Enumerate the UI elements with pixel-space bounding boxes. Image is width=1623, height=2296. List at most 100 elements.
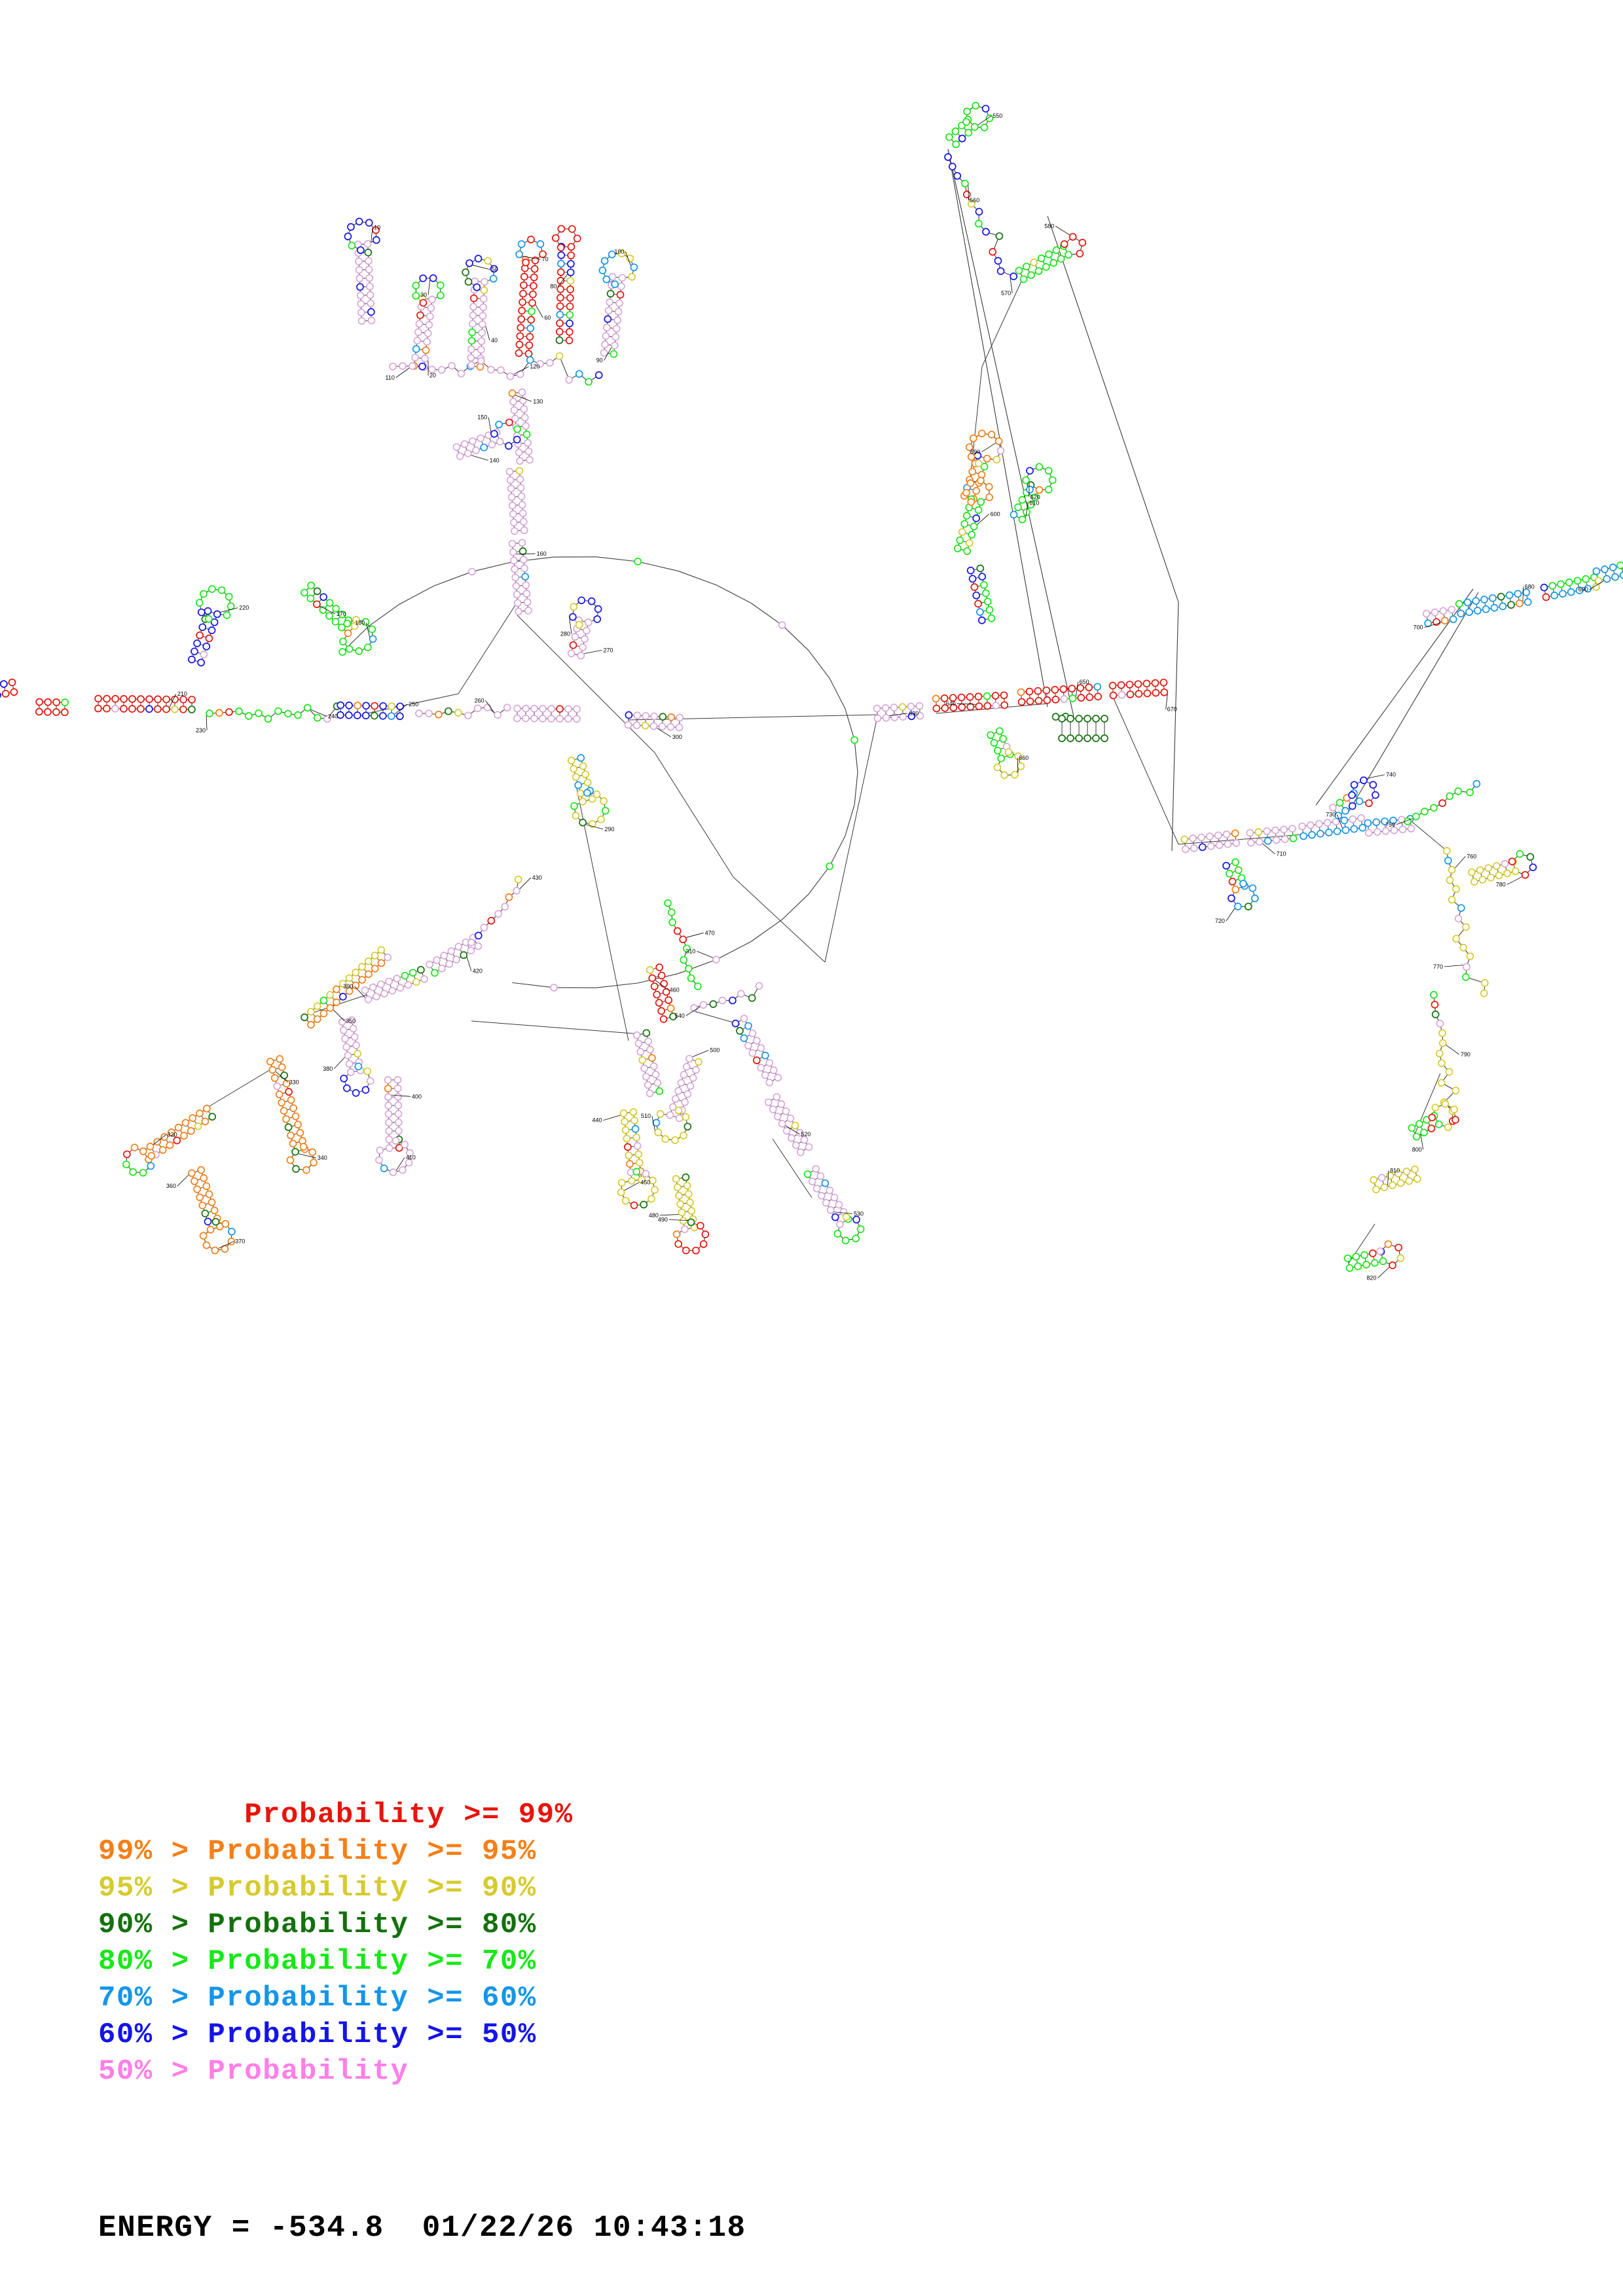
- nucleotide: [1482, 605, 1490, 613]
- nucleotide: [1350, 825, 1359, 833]
- nucleotide: [575, 620, 583, 629]
- nucleotide: [997, 754, 1005, 762]
- nucleotide: [204, 615, 213, 623]
- nucleotide: [514, 875, 522, 884]
- nucleotide: [487, 365, 495, 374]
- nucleotide: [1455, 600, 1463, 608]
- nucleotide: [467, 353, 475, 362]
- nucleotide: [598, 266, 607, 275]
- nucleotide: [977, 476, 985, 485]
- nucleotide: [162, 695, 170, 704]
- nucleotide: [584, 619, 593, 626]
- nucleotide: [1548, 582, 1557, 590]
- nucleotide: [1246, 829, 1254, 837]
- nucleotide: [1448, 895, 1456, 904]
- nucleotide: [709, 1000, 718, 1008]
- nucleotide: [648, 1054, 656, 1062]
- nucleotide: [611, 280, 619, 289]
- nucleotide: [1109, 691, 1118, 700]
- nucleotide: [352, 616, 360, 624]
- nucleotide: [976, 564, 985, 573]
- nucleotide: [462, 268, 469, 276]
- nucleotide: [196, 1193, 204, 1202]
- position-label: 340: [318, 1155, 327, 1161]
- nucleotide: [961, 179, 969, 188]
- nucleotide: [225, 592, 233, 601]
- nucleotide: [557, 260, 565, 268]
- nucleotide: [1389, 1181, 1396, 1189]
- nucleotide: [686, 1198, 694, 1207]
- nucleotide: [624, 721, 632, 729]
- nucleotide: [567, 757, 575, 764]
- nucleotide: [508, 501, 517, 510]
- nucleotide: [440, 952, 448, 960]
- nucleotide: [556, 705, 564, 713]
- nucleotide: [394, 1101, 403, 1109]
- nucleotide: [1431, 1001, 1439, 1009]
- nucleotide: [1207, 842, 1215, 850]
- nucleotide: [445, 960, 453, 968]
- nucleotide: [977, 497, 985, 506]
- nucleotide: [364, 996, 373, 1003]
- nucleotide: [651, 1186, 659, 1194]
- nucleotide: [662, 988, 670, 996]
- nucleotide: [757, 1064, 765, 1072]
- nucleotide: [687, 974, 695, 982]
- nucleotide: [641, 721, 649, 730]
- nucleotide: [480, 924, 488, 932]
- nucleotide: [1, 689, 10, 698]
- nucleotide: [354, 1062, 363, 1071]
- nucleotide: [344, 1051, 352, 1060]
- position-label: 730: [1326, 811, 1336, 817]
- nucleotide: [574, 781, 583, 789]
- nucleotide: [740, 1014, 748, 1023]
- nucleotide: [666, 1111, 674, 1119]
- position-label: 310: [685, 948, 695, 954]
- position-label: 650: [1080, 679, 1089, 685]
- nucleotide: [198, 623, 207, 632]
- nucleotide: [356, 246, 365, 255]
- nucleotide: [516, 332, 524, 340]
- nucleotide: [1436, 1020, 1444, 1028]
- nucleotide: [505, 442, 513, 450]
- legend-row-2: 95% > Probability >= 90%: [98, 1872, 537, 1905]
- nucleotide: [333, 985, 340, 994]
- nucleotide: [513, 590, 521, 599]
- nucleotide: [313, 1002, 321, 1011]
- nucleotide: [517, 492, 526, 501]
- nucleotide: [932, 704, 941, 713]
- nucleotide: [1215, 841, 1224, 850]
- nucleotide: [539, 705, 547, 713]
- nucleotide: [266, 1058, 274, 1066]
- nucleotide: [692, 1246, 700, 1255]
- nucleotide: [355, 647, 363, 655]
- nucleotide: [524, 439, 532, 447]
- nucleotide: [389, 1168, 397, 1176]
- nucleotide: [1222, 830, 1231, 838]
- nucleotide: [677, 1079, 685, 1087]
- nucleotide: [656, 1110, 665, 1118]
- nucleotide: [1441, 1100, 1450, 1108]
- nucleotide: [652, 1119, 661, 1127]
- nucleotide: [1472, 780, 1481, 788]
- nucleotide: [968, 575, 977, 583]
- nucleotide: [674, 1106, 683, 1115]
- position-label: 50: [492, 266, 498, 273]
- nucleotide: [777, 1100, 786, 1108]
- nucleotide: [490, 264, 498, 273]
- nucleotide: [306, 594, 315, 603]
- nucleotide: [681, 1225, 689, 1233]
- nucleotide: [1011, 770, 1019, 779]
- nucleotide: [967, 453, 976, 461]
- nucleotide: [393, 1084, 402, 1092]
- nucleotide: [460, 440, 469, 448]
- nucleotide: [616, 291, 625, 299]
- nucleotide: [980, 463, 989, 471]
- position-label: 380: [323, 1066, 333, 1072]
- nucleotide: [524, 447, 533, 456]
- nucleotide: [345, 701, 353, 709]
- nucleotide: [273, 1082, 282, 1090]
- nucleotide: [294, 1121, 302, 1129]
- position-label: 160: [537, 550, 547, 557]
- position-label: 390: [343, 983, 353, 990]
